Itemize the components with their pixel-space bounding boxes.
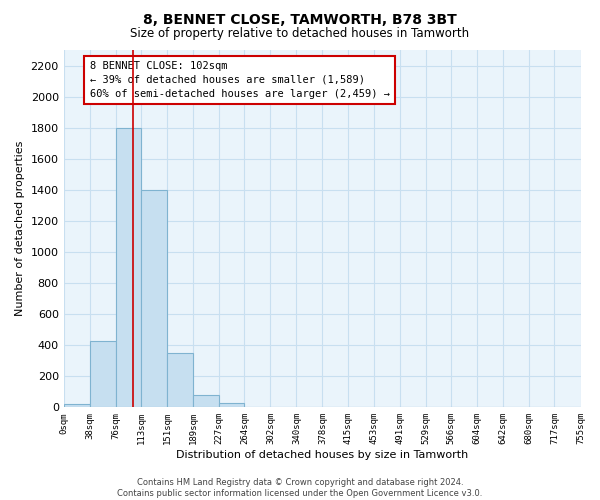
X-axis label: Distribution of detached houses by size in Tamworth: Distribution of detached houses by size … (176, 450, 468, 460)
Bar (89, 340, 116, 407)
Bar (167, 353, 193, 408)
Text: 8, BENNET CLOSE, TAMWORTH, B78 3BT: 8, BENNET CLOSE, TAMWORTH, B78 3BT (143, 12, 457, 26)
Text: Size of property relative to detached houses in Tamworth: Size of property relative to detached ho… (130, 28, 470, 40)
Bar (64, 404, 89, 407)
Text: Contains HM Land Registry data © Crown copyright and database right 2024.
Contai: Contains HM Land Registry data © Crown c… (118, 478, 482, 498)
Bar (219, 404, 244, 407)
Text: 8 BENNET CLOSE: 102sqm
← 39% of detached houses are smaller (1,589)
60% of semi-: 8 BENNET CLOSE: 102sqm ← 39% of detached… (89, 60, 389, 98)
Bar (193, 395, 219, 407)
Bar (141, 190, 167, 408)
Bar (244, 406, 271, 408)
Y-axis label: Number of detached properties: Number of detached properties (15, 141, 25, 316)
Bar (116, 128, 141, 407)
